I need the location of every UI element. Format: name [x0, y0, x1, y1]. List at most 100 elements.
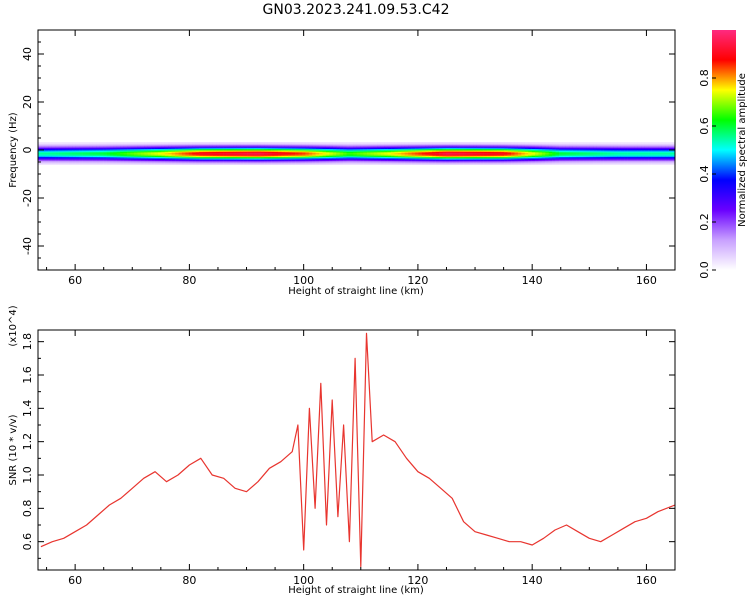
spectrogram-cell — [459, 143, 464, 146]
spectrogram-cell — [589, 154, 594, 156]
spectrogram-cell — [617, 146, 622, 148]
spectrogram-cell — [483, 144, 488, 147]
spectrogram-cell — [72, 160, 77, 163]
spectrogram-cell — [51, 155, 56, 158]
spectrogram-cell — [185, 146, 190, 148]
spectrogram-cell — [559, 155, 563, 158]
spectrogram-cell — [600, 143, 604, 146]
spectrogram-cell — [631, 142, 635, 144]
spectrogram-cell — [456, 143, 460, 146]
spectrogram-cell — [442, 154, 447, 156]
spectrogram-cell — [596, 161, 601, 164]
spectrogram-cell — [295, 159, 299, 162]
spectrogram-cell — [85, 142, 90, 144]
spectrogram-cell — [181, 163, 186, 166]
spectrogram-cell — [452, 158, 457, 160]
spectrogram-cell — [627, 160, 632, 163]
spectrogram-cell — [391, 150, 395, 152]
spectrogram-cell — [548, 154, 553, 156]
spectrogram-cell — [140, 152, 145, 155]
spectrogram-cell — [202, 161, 207, 164]
spectrogram-cell — [226, 155, 231, 158]
spectrogram-cell — [271, 161, 275, 164]
spectrogram-cell — [617, 160, 622, 163]
spectrogram-cell — [511, 152, 515, 155]
spectrogram-cell — [411, 150, 416, 152]
spectrogram-cell — [428, 151, 433, 154]
spectrogram-cell — [288, 150, 292, 152]
spectrogram-cell — [329, 159, 334, 162]
spectrogram-cell — [271, 160, 275, 163]
spectrogram-cell — [89, 159, 94, 162]
spectrogram-cell — [648, 152, 652, 155]
spectrogram-cell — [332, 161, 337, 164]
spectrogram-cell — [511, 155, 515, 158]
spectrogram-cell — [425, 152, 430, 155]
spectrogram-cell — [559, 151, 563, 154]
spectrogram-cell — [655, 163, 659, 166]
spectrogram-cell — [360, 161, 364, 164]
spectrogram-cell — [332, 163, 337, 166]
spectrogram-cell — [312, 147, 316, 150]
spectrogram-cell — [589, 144, 594, 147]
spectrogram-cell — [288, 156, 292, 159]
spectrogram-cell — [538, 159, 543, 162]
spectrogram-cell — [435, 148, 440, 151]
spectrogram-cell — [113, 152, 118, 155]
spectrogram-cell — [367, 158, 371, 160]
spectrogram-cell — [223, 142, 227, 144]
spectrogram-cell — [480, 152, 484, 155]
spectrogram-cell — [449, 146, 454, 148]
spectrogram-cell — [349, 143, 354, 146]
spectrogram-cell — [79, 161, 83, 164]
spectrogram-cell — [343, 151, 347, 154]
spectrogram-cell — [658, 154, 663, 156]
spectrogram-cell — [504, 160, 508, 163]
spectrogram-cell — [233, 150, 238, 152]
spectrogram-cell — [565, 155, 570, 158]
spectrogram-cell — [291, 147, 296, 150]
spectrogram-y-tick-label: 40 — [21, 47, 34, 61]
spectrogram-cell — [332, 143, 337, 146]
spectrogram-cell — [325, 163, 330, 166]
spectrogram-cell — [658, 142, 663, 144]
spectrogram-cell — [277, 154, 282, 156]
spectrogram-cell — [586, 158, 591, 160]
spectrogram-cell — [106, 148, 111, 151]
spectrogram-cell — [432, 143, 436, 146]
spectrogram-cell — [572, 160, 577, 163]
spectrogram-cell — [332, 159, 337, 162]
spectrogram-cell — [92, 155, 97, 158]
spectrogram-cell — [96, 159, 100, 162]
spectrogram-cell — [418, 155, 423, 158]
spectrogram-cell — [456, 142, 460, 144]
spectrogram-cell — [528, 163, 532, 166]
spectrogram-cell — [44, 155, 49, 158]
spectrogram-cell — [61, 144, 66, 147]
spectrogram-cell — [476, 154, 481, 156]
spectrogram-cell — [524, 161, 529, 164]
spectrogram-cell — [305, 163, 310, 166]
spectrogram-cell — [336, 161, 340, 164]
spectrogram-cell — [168, 144, 172, 147]
spectrogram-cell — [672, 146, 675, 148]
spectrogram-cell — [469, 163, 474, 166]
spectrogram-cell — [370, 143, 375, 146]
spectrogram-cell — [205, 154, 210, 156]
spectrogram-cell — [610, 148, 615, 151]
spectrogram-cell — [483, 146, 488, 148]
spectrogram-cell — [308, 152, 313, 155]
spectrogram-cell — [613, 156, 618, 159]
spectrogram-cell — [68, 142, 73, 144]
spectrogram-cell — [226, 156, 231, 159]
spectrogram-cell — [511, 158, 515, 160]
spectrogram-cell — [411, 156, 416, 159]
spectrogram-cell — [370, 160, 375, 163]
spectrogram-cell — [96, 151, 100, 154]
spectrogram-cell — [85, 147, 90, 150]
spectrogram-cell — [144, 146, 148, 148]
spectrogram-cell — [655, 150, 659, 152]
spectrogram-cell — [514, 151, 519, 154]
spectrogram-cell — [589, 151, 594, 154]
spectrogram-cell — [572, 146, 577, 148]
